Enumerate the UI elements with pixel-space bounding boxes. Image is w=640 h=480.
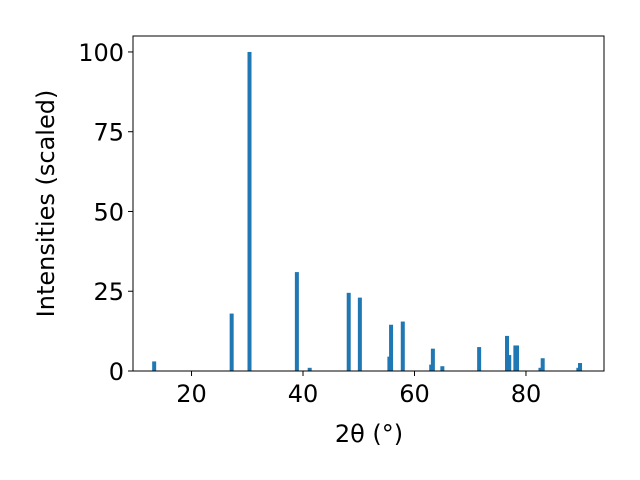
bar-19 [540,358,545,371]
bar-6 [357,297,362,371]
bar-5 [346,292,351,371]
bar-13 [477,347,482,371]
bar-0 [152,361,157,371]
x-tick-label-0: 20 [176,380,207,408]
bar-1 [229,313,234,371]
y-tick-label-4: 100 [78,39,124,67]
x-tick-label-2: 60 [399,380,430,408]
y-tick-label-0: 0 [109,358,124,386]
x-tick-label-1: 40 [288,380,319,408]
bar-4 [307,367,312,371]
bar-11 [430,348,435,371]
bar-18 [538,367,543,371]
y-axis-ticks: 0 25 50 75 100 [78,39,133,386]
x-axis-label: 2θ (°) [335,420,403,448]
y-axis-label: Intensities (scaled) [32,90,60,318]
bars-group [152,51,583,371]
bar-15 [507,355,512,371]
bar-12 [440,366,445,371]
y-tick-label-3: 75 [93,119,124,147]
bar-3 [294,272,299,371]
bar-17 [515,345,520,371]
y-tick-label-2: 50 [93,198,124,226]
bar-14 [505,335,510,371]
plot-frame [132,35,605,372]
y-tick-label-1: 25 [93,278,124,306]
x-axis-ticks: 20 40 60 80 [176,371,541,408]
bar-2 [247,51,252,371]
bar-21 [578,363,583,371]
bar-9 [400,321,405,371]
x-tick-label-3: 80 [511,380,542,408]
bar-8 [389,324,394,371]
